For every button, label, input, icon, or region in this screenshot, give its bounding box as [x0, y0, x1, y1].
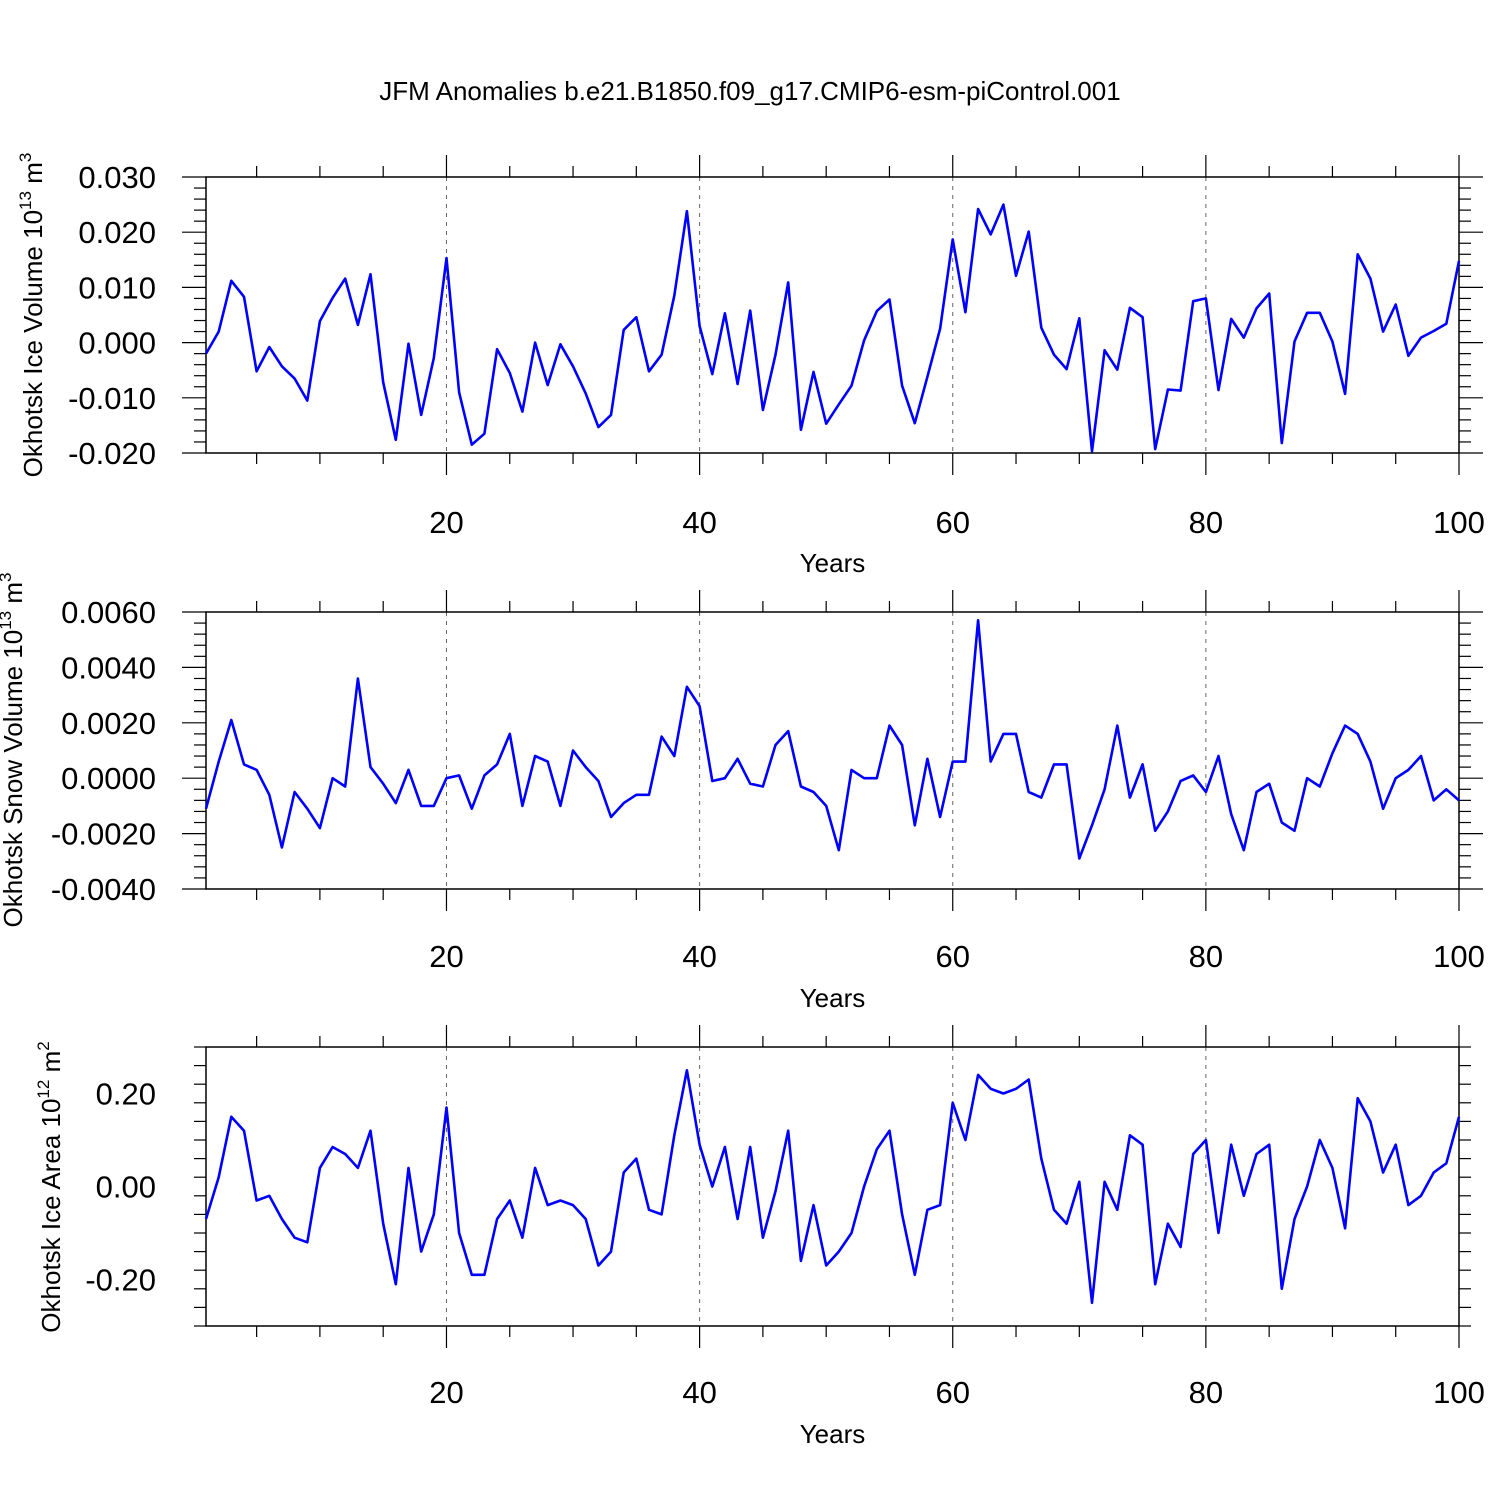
y-tick-label: 0.0000 — [61, 761, 156, 796]
y-axis-label: Okhotsk Ice Volume 1013 m3 — [16, 153, 48, 478]
x-axis-label: Years — [800, 548, 866, 578]
x-tick-label: 100 — [1433, 505, 1485, 540]
x-tick-label: 20 — [429, 505, 463, 540]
y-tick-label: 0.000 — [78, 326, 156, 361]
x-tick-label: 80 — [1189, 505, 1223, 540]
panel-ice-area: 20 40 60 80 100 Years -0.20 0.00 0.20 Okhotsk Ice… — [34, 1025, 1485, 1449]
y-tick-label: -0.0040 — [51, 872, 156, 907]
plot-frame — [205, 176, 1460, 454]
y-tick-label: 0.0060 — [61, 595, 156, 630]
x-tick-label: 40 — [682, 939, 716, 974]
y-axis-label-unit-exponent: 3 — [0, 573, 15, 582]
plot-frame — [205, 1046, 1460, 1327]
y-axis-label-text: Okhotsk Snow Volume 10 — [0, 630, 28, 928]
panel-snow-volume: 20 40 60 80 100 Years -0.0040 -0.0020 0.0000 0.00… — [0, 573, 1485, 1014]
y-axis-label-unit: m — [18, 162, 48, 191]
x-tick-label: 20 — [429, 1375, 463, 1410]
y-tick-label: 0.00 — [96, 1170, 156, 1205]
y-axis-label-exponent: 12 — [34, 1080, 53, 1099]
series-line-ice-area — [204, 1069, 1461, 1305]
figure-title: JFM Anomalies b.e21.B1850.f09_g17.CMIP6-… — [379, 76, 1120, 106]
y-axis-label-text: Okhotsk Ice Volume 10 — [18, 210, 48, 477]
series-line-ice-volume — [204, 203, 1461, 453]
y-tick-label: 0.0040 — [61, 650, 156, 685]
x-tick-label: 60 — [935, 505, 969, 540]
y-tick-label: -0.0020 — [51, 817, 156, 852]
x-axis-label: Years — [800, 1419, 866, 1449]
y-axis-label-exponent: 13 — [0, 611, 15, 630]
y-tick-label: 0.20 — [96, 1077, 156, 1112]
x-tick-label: 80 — [1189, 939, 1223, 974]
y-axis-label-unit: m — [0, 582, 28, 611]
y-axis-label-unit: m — [36, 1051, 66, 1080]
y-axis-label-unit-exponent: 2 — [34, 1041, 53, 1050]
x-tick-label: 40 — [682, 1375, 716, 1410]
y-tick-label: 0.030 — [78, 160, 156, 195]
plot-frame — [205, 611, 1460, 890]
y-tick-label: -0.20 — [85, 1263, 156, 1298]
y-tick-label: 0.0020 — [61, 706, 156, 741]
x-tick-label: 80 — [1189, 1375, 1223, 1410]
x-tick-label: 40 — [682, 505, 716, 540]
x-tick-label: 60 — [935, 939, 969, 974]
x-tick-label: 100 — [1433, 939, 1485, 974]
series-line-snow-volume — [204, 618, 1460, 860]
x-tick-label: 100 — [1433, 1375, 1485, 1410]
y-axis-label-text: Okhotsk Ice Area 10 — [36, 1099, 66, 1333]
y-tick-label: 0.020 — [78, 215, 156, 250]
x-tick-label: 20 — [429, 939, 463, 974]
panel-ice-volume: 20 40 60 80 100 Years -0.020 -0.010 0.000 0.010 0.… — [16, 153, 1485, 578]
x-axis-label: Years — [800, 983, 866, 1013]
x-tick-label: 60 — [935, 1375, 969, 1410]
y-tick-label: -0.020 — [68, 436, 156, 471]
y-axis-label: Okhotsk Ice Area 1012 m2 — [34, 1041, 66, 1332]
y-tick-label: -0.010 — [68, 381, 156, 416]
y-axis-label-unit-exponent: 3 — [16, 153, 35, 162]
y-axis-label-exponent: 13 — [16, 191, 35, 210]
y-tick-label: 0.010 — [78, 270, 156, 305]
y-axis-label: Okhotsk Snow Volume 1013 m3 — [0, 573, 28, 928]
